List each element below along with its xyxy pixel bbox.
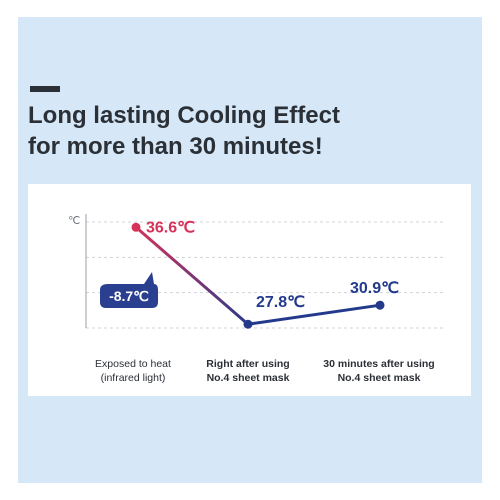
temperature-line-chart: -8.7℃ 36.6℃ 27.8℃ 30.9℃ ℃ [68, 214, 443, 329]
series-segment [134, 225, 250, 326]
accent-bar [30, 86, 60, 92]
grid-lines [85, 214, 443, 329]
y-axis-unit-label: ℃ [68, 215, 80, 227]
category-label-0: Exposed to heat (infrared light) [95, 358, 171, 384]
category-label-1: Right after using No.4 sheet mask [206, 358, 290, 384]
annotations: -8.7℃ [100, 272, 158, 308]
data-label: 36.6℃ [146, 219, 195, 236]
data-label: 30.9℃ [350, 280, 399, 297]
data-point [243, 319, 253, 329]
headline-line-1: Long lasting Cooling Effect [28, 102, 340, 129]
chart-panel: -8.7℃ 36.6℃ 27.8℃ 30.9℃ ℃ Exposed to heat … [28, 184, 471, 396]
series-lines [134, 225, 382, 326]
annotation-bubble [100, 272, 158, 308]
headline-line-2: for more than 30 minutes! [28, 133, 323, 160]
data-label: 27.8℃ [256, 294, 305, 311]
data-point [131, 222, 141, 232]
category-label-2: 30 minutes after using No.4 sheet mask [323, 358, 435, 384]
annotation-label: -8.7℃ [109, 288, 149, 304]
data-labels: 36.6℃ 27.8℃ 30.9℃ [146, 219, 399, 311]
series-segment [246, 303, 382, 326]
data-points [131, 222, 385, 329]
data-point [375, 300, 385, 310]
headline: Long lasting Cooling Effect for more tha… [28, 100, 468, 162]
